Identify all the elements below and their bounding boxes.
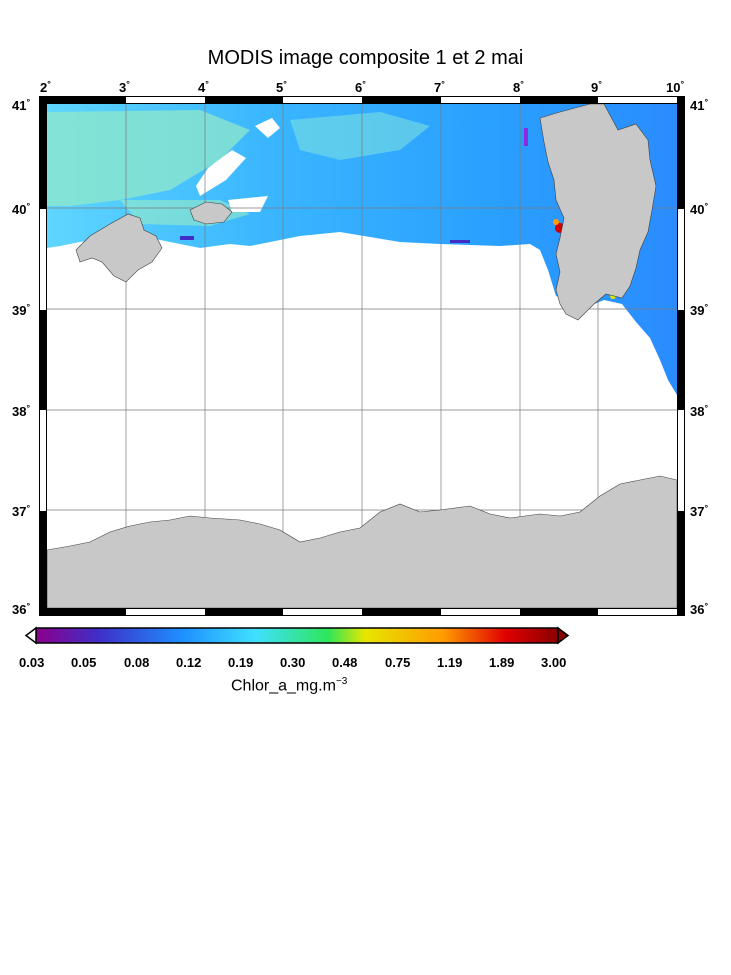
lat-tick: 36° bbox=[690, 601, 708, 617]
colorbar-tick: 0.75 bbox=[385, 655, 411, 670]
latitude-ticks-left: 41° 40° 39° 38° 37° 36° bbox=[12, 97, 30, 617]
lat-tick: 38° bbox=[690, 403, 708, 419]
lat-tick: 39° bbox=[690, 302, 708, 318]
menorca-island bbox=[189, 201, 233, 225]
lon-tick: 5° bbox=[276, 79, 287, 95]
lat-tick: 41° bbox=[12, 97, 30, 113]
colorbar-tick: 0.19 bbox=[228, 655, 254, 670]
colorbar-tick: 0.12 bbox=[176, 655, 202, 670]
colorbar-tick: 0.05 bbox=[71, 655, 97, 670]
colorbar-high-triangle bbox=[557, 626, 570, 645]
lon-tick: 7° bbox=[434, 79, 445, 95]
lon-tick: 8° bbox=[513, 79, 524, 95]
lat-tick: 37° bbox=[12, 503, 30, 519]
colorbar-tick: 0.08 bbox=[124, 655, 150, 670]
colorbar-tick: 1.89 bbox=[489, 655, 515, 670]
colorbar-tick: 1.19 bbox=[437, 655, 463, 670]
lat-tick: 40° bbox=[12, 201, 30, 217]
lon-tick: 6° bbox=[355, 79, 366, 95]
colorbar-tick: 0.30 bbox=[280, 655, 306, 670]
algeria-coast bbox=[47, 475, 677, 608]
lon-tick: 4° bbox=[198, 79, 209, 95]
sardinia-island bbox=[539, 104, 657, 321]
lat-tick: 36° bbox=[12, 601, 30, 617]
longitude-ticks: 2° 3° 4° 5° 6° 7° 8° 9° 10° bbox=[40, 79, 684, 95]
colorbar-low-triangle bbox=[24, 626, 37, 645]
lat-tick: 37° bbox=[690, 503, 708, 519]
lat-tick: 38° bbox=[12, 403, 30, 419]
lon-tick: 9° bbox=[591, 79, 602, 95]
lon-tick: 3° bbox=[119, 79, 130, 95]
colorbar-tick: 0.03 bbox=[19, 655, 45, 670]
mallorca-island bbox=[75, 213, 163, 283]
lon-tick: 2° bbox=[40, 79, 51, 95]
colorbar bbox=[24, 626, 570, 645]
colorbar-tick: 3.00 bbox=[541, 655, 567, 670]
lat-tick: 40° bbox=[690, 201, 708, 217]
chlorophyll-hotspot bbox=[524, 128, 528, 146]
lon-tick: 10° bbox=[666, 79, 684, 95]
colorbar-tick: 0.48 bbox=[332, 655, 358, 670]
map-title: MODIS image composite 1 et 2 mai bbox=[207, 47, 524, 69]
lat-tick: 39° bbox=[12, 302, 30, 318]
colorbar-unit-label: Chlor_a_mg.m−3 bbox=[231, 676, 348, 695]
latitude-ticks-right: 41° 40° 39° 38° 37° 36° bbox=[690, 97, 708, 617]
lat-tick: 41° bbox=[690, 97, 708, 113]
